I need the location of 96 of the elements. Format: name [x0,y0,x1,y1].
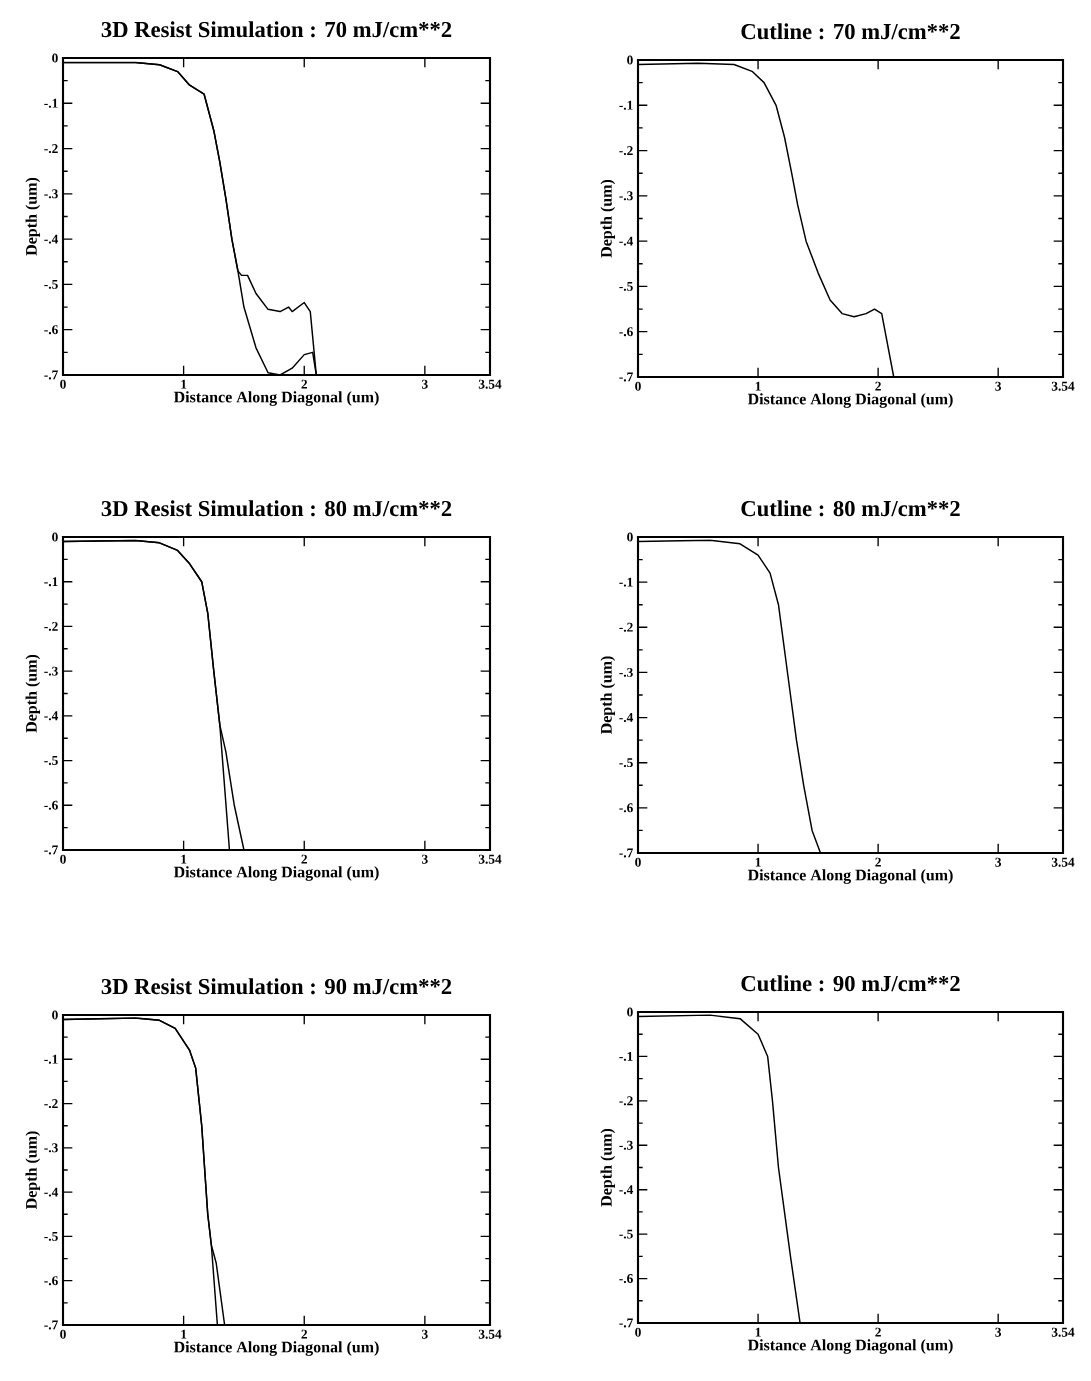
x-tick-label: 1 [755,857,761,867]
chart-title: 3D Resist Simulation : 70 mJ/cm**2 [101,21,452,38]
chart-title: 3D Resist Simulation : 90 mJ/cm**2 [101,978,452,995]
y-axis-title: Depth (um) [600,179,616,258]
chart-title: Cutline : 80 mJ/cm**2 [741,500,960,517]
y-tick-label: -.3 [619,667,633,677]
x-tick-label: 3.54 [1051,857,1075,867]
y-tick-label: -.4 [44,711,59,721]
x-axis-title: Distance Along Diagonal (um) [173,391,379,406]
y-tick-label: -.5 [44,1231,58,1241]
x-tick-label: 3.54 [478,379,502,389]
y-tick-label: -.2 [619,1096,633,1106]
y-tick-label: -.4 [619,713,634,723]
y-tick-label: -.3 [44,1143,58,1153]
x-tick-label: 0 [635,381,641,391]
x-tick-label: 3 [995,857,1002,867]
y-tick-label: 0 [52,1010,58,1020]
y-tick-label: -.1 [619,577,633,587]
x-tick-label: 0 [635,857,641,867]
x-tick-label: 3 [995,1327,1002,1337]
x-tick-label: 1 [755,381,761,391]
y-tick-label: -.6 [619,327,633,337]
y-tick-label: -.1 [44,98,58,108]
y-tick-label: -.6 [619,1274,633,1284]
x-tick-label: 2 [875,857,881,867]
y-tick-label: -.3 [44,189,58,199]
y-tick-label: -.7 [619,848,633,858]
x-tick-label: 0 [60,379,66,389]
y-tick-label: -.5 [619,758,633,768]
y-tick-label: 0 [627,532,633,542]
y-tick-label: -.1 [44,1054,58,1064]
y-tick-label: -.5 [619,281,633,291]
chart-title: 3D Resist Simulation : 80 mJ/cm**2 [101,500,452,517]
x-axis-title: Distance Along Diagonal (um) [747,869,953,884]
chart-title: Cutline : 70 mJ/cm**2 [741,23,960,40]
y-tick-label: -.3 [619,1140,633,1150]
y-tick-label: -.2 [44,1099,58,1109]
x-tick-label: 0 [635,1327,641,1337]
y-tick-label: -.2 [619,622,633,632]
x-tick-label: 3.54 [478,1329,502,1339]
y-tick-label: -.3 [44,666,58,676]
y-tick-label: -.7 [619,1318,633,1328]
y-tick-label: -.2 [44,621,58,631]
y-tick-label: -.5 [619,1229,633,1239]
x-tick-label: 1 [181,379,187,389]
y-tick-label: -.6 [44,800,58,810]
y-tick-label: 0 [52,53,58,63]
x-tick-label: 1 [181,1329,187,1339]
x-tick-label: 0 [60,854,66,864]
x-tick-label: 2 [875,381,881,391]
x-tick-label: 3 [995,381,1002,391]
x-tick-label: 2 [301,854,308,864]
y-tick-label: -.4 [44,1187,59,1197]
x-tick-label: 3 [422,379,428,389]
x-tick-label: 1 [181,854,187,864]
y-tick-label: 0 [627,1007,633,1017]
y-tick-label: -.1 [619,100,633,110]
x-tick-label: 3.54 [1051,1327,1075,1337]
y-tick-label: -.6 [619,803,633,813]
y-tick-label: -.7 [619,372,633,382]
x-tick-label: 2 [875,1327,881,1337]
y-axis-title: Depth (um) [25,177,41,256]
x-tick-label: 1 [755,1327,761,1337]
x-axis-title: Distance Along Diagonal (um) [747,393,953,408]
y-tick-label: 0 [52,532,58,542]
y-tick-label: -.7 [44,370,58,380]
x-axis-title: Distance Along Diagonal (um) [173,866,379,881]
y-tick-label: -.5 [44,279,58,289]
y-tick-label: -.6 [44,1276,58,1286]
y-axis-title: Depth (um) [25,654,41,733]
y-tick-label: -.2 [619,146,633,156]
x-tick-label: 2 [301,1329,308,1339]
x-tick-label: 3 [422,1329,428,1339]
x-tick-label: 3.54 [1051,381,1075,391]
y-tick-label: -.5 [44,756,58,766]
x-axis-title: Distance Along Diagonal (um) [173,1341,379,1356]
y-tick-label: -.3 [619,191,633,201]
y-tick-label: -.7 [44,845,58,855]
y-axis-title: Depth (um) [600,1128,616,1207]
y-tick-label: -.2 [44,144,58,154]
x-tick-label: 3 [422,854,428,864]
x-tick-label: 2 [301,379,308,389]
x-axis-title: Distance Along Diagonal (um) [747,1339,953,1354]
x-tick-label: 3.54 [478,854,502,864]
y-axis-title: Depth (um) [600,656,616,735]
y-tick-label: -.7 [44,1320,58,1330]
y-tick-label: -.1 [619,1051,633,1061]
y-tick-label: 0 [627,55,633,65]
y-tick-label: -.6 [44,325,58,335]
y-tick-label: -.4 [619,1185,634,1195]
y-tick-label: -.1 [44,577,58,587]
x-tick-label: 0 [60,1329,66,1339]
y-axis-title: Depth (um) [25,1131,41,1210]
chart-title: Cutline : 90 mJ/cm**2 [741,975,960,992]
y-tick-label: -.4 [619,236,634,246]
y-tick-label: -.4 [44,234,59,244]
